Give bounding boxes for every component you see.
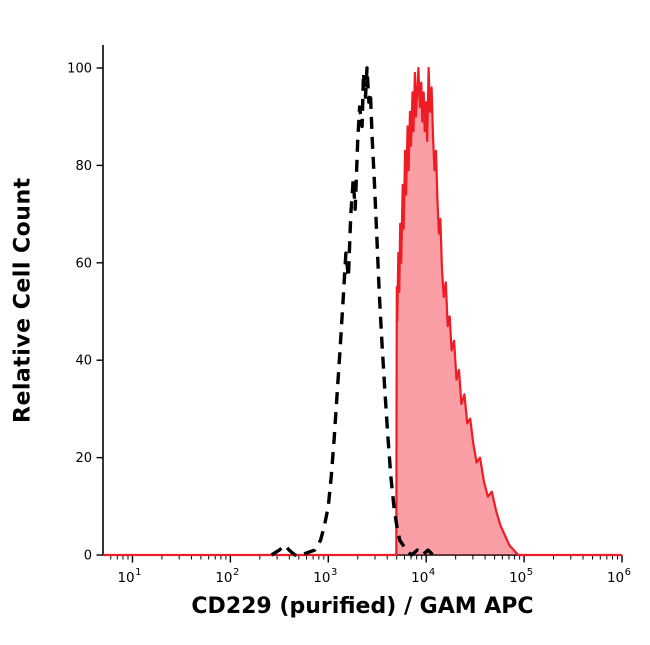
cd229-stained-sample-fill bbox=[103, 68, 623, 555]
cd229-stained-sample-curve bbox=[103, 66, 622, 557]
y-tick-label: 60 bbox=[75, 256, 92, 271]
y-axis-label: Relative Cell Count bbox=[10, 177, 36, 423]
x-tick-label: 104 bbox=[411, 567, 435, 586]
y-tick-label: 0 bbox=[84, 549, 92, 564]
y-tick-label: 20 bbox=[75, 451, 92, 466]
x-tick-label: 103 bbox=[313, 567, 337, 586]
unstained-control-curve bbox=[270, 66, 439, 557]
y-tick-label: 100 bbox=[67, 62, 92, 77]
x-axis-label: CD229 (purified) / GAM APC bbox=[191, 594, 534, 619]
x-tick-label: 102 bbox=[215, 567, 239, 586]
y-tick-label: 80 bbox=[75, 159, 92, 174]
x-tick-label: 106 bbox=[607, 567, 631, 586]
x-tick-label: 105 bbox=[509, 567, 533, 586]
y-tick-label: 40 bbox=[75, 354, 92, 369]
x-tick-label: 101 bbox=[117, 567, 141, 586]
